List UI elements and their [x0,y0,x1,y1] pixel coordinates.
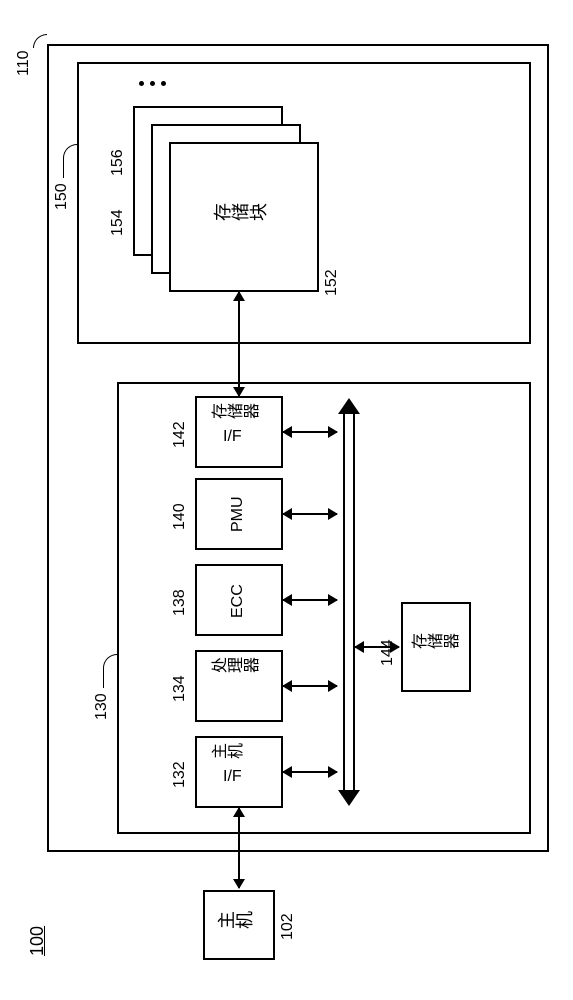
ref-mem-if: 142 [171,421,189,448]
arrow-memif-memdev [238,292,240,396]
processor-l1: 处理器 [211,656,259,680]
memory-label: 存储器 [411,632,459,656]
ref-156: 156 [109,149,127,176]
ref-figure: 100 [27,926,48,956]
leader-110 [33,34,47,48]
host-if-l2: I/F [223,768,242,786]
mem-if-l2: I/F [223,428,242,446]
arrow-processor-bus [283,685,337,687]
diagram-stage: 100主机102110130150存储块152154156132主机I/F134… [21,40,551,960]
ref-host: 102 [279,913,297,940]
host-label: 主机 [217,908,253,934]
mem-if-l1: 存储器 [211,402,259,426]
ref-controller: 130 [93,693,111,720]
ref-ecc: 138 [171,589,189,616]
ref-152: 152 [323,269,341,296]
ref-host-if: 132 [171,761,189,788]
ref-154: 154 [109,209,127,236]
internal-bus [343,412,355,792]
arrow-mem-if-bus [283,431,337,433]
block-label: 存储块 [213,200,267,226]
host-if-l1: 主机 [211,742,243,766]
leader-130h [103,668,104,688]
ref-processor: 134 [171,675,189,702]
leader-150h [63,158,64,178]
arrow-ecc-bus [283,599,337,601]
ref-pmu: 140 [171,503,189,530]
ellipsis-icon [139,81,166,86]
pmu-label: PMU [229,496,247,532]
ref-memdev: 150 [53,183,71,210]
arrow-pmu-bus [283,513,337,515]
ref-system: 110 [15,50,33,76]
arrow-host-if-bus [283,771,337,773]
arrow-host-hostif [238,808,240,888]
ref-144: 144 [379,639,397,666]
ecc-label: ECC [229,584,247,618]
